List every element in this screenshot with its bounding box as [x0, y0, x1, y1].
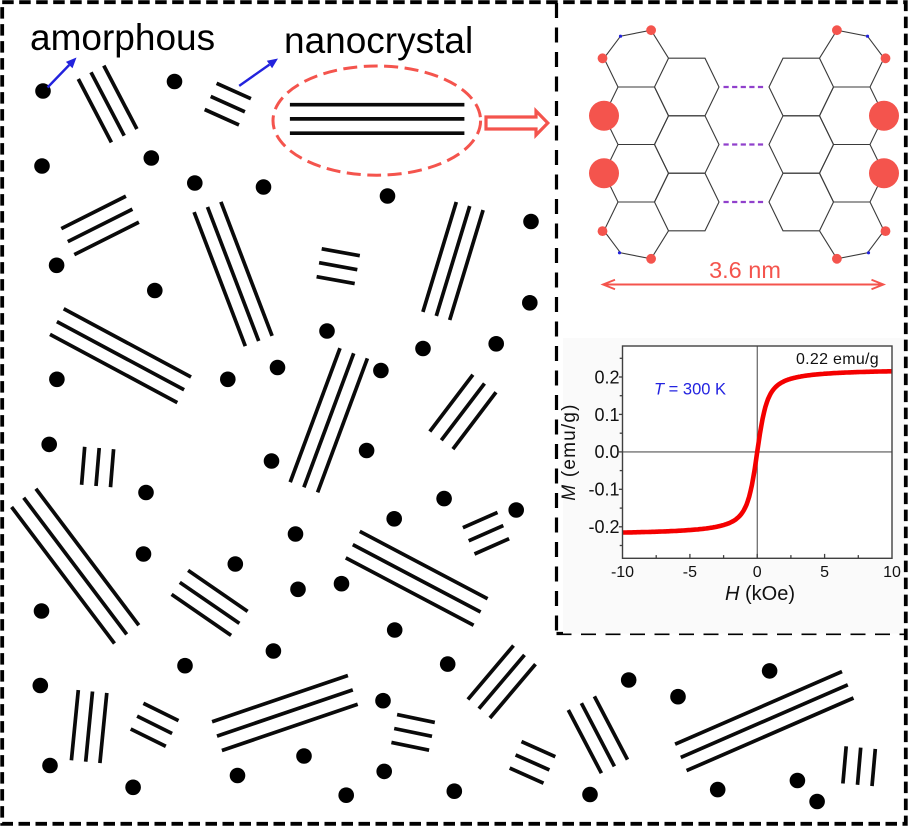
svg-text:10: 10 [883, 564, 901, 581]
svg-text:-0.1: -0.1 [588, 480, 619, 500]
svg-text:M (emu/g): M (emu/g) [559, 403, 580, 500]
svg-text:amorphous: amorphous [30, 17, 215, 58]
svg-text:0.0: 0.0 [594, 442, 619, 462]
svg-text:0: 0 [753, 564, 762, 581]
svg-text:-10: -10 [611, 564, 634, 581]
svg-text:0.2: 0.2 [594, 367, 619, 387]
svg-text:H (kOe): H (kOe) [725, 583, 795, 605]
svg-text:5: 5 [820, 564, 829, 581]
svg-text:-0.2: -0.2 [588, 517, 619, 537]
svg-text:0.22 emu/g: 0.22 emu/g [796, 351, 879, 368]
svg-text:-5: -5 [683, 564, 697, 581]
svg-text:0.1: 0.1 [594, 405, 619, 425]
svg-text:T = 300 K: T = 300 K [654, 381, 726, 399]
svg-text:3.6 nm: 3.6 nm [709, 257, 781, 283]
svg-text:nanocrystal: nanocrystal [284, 20, 473, 61]
